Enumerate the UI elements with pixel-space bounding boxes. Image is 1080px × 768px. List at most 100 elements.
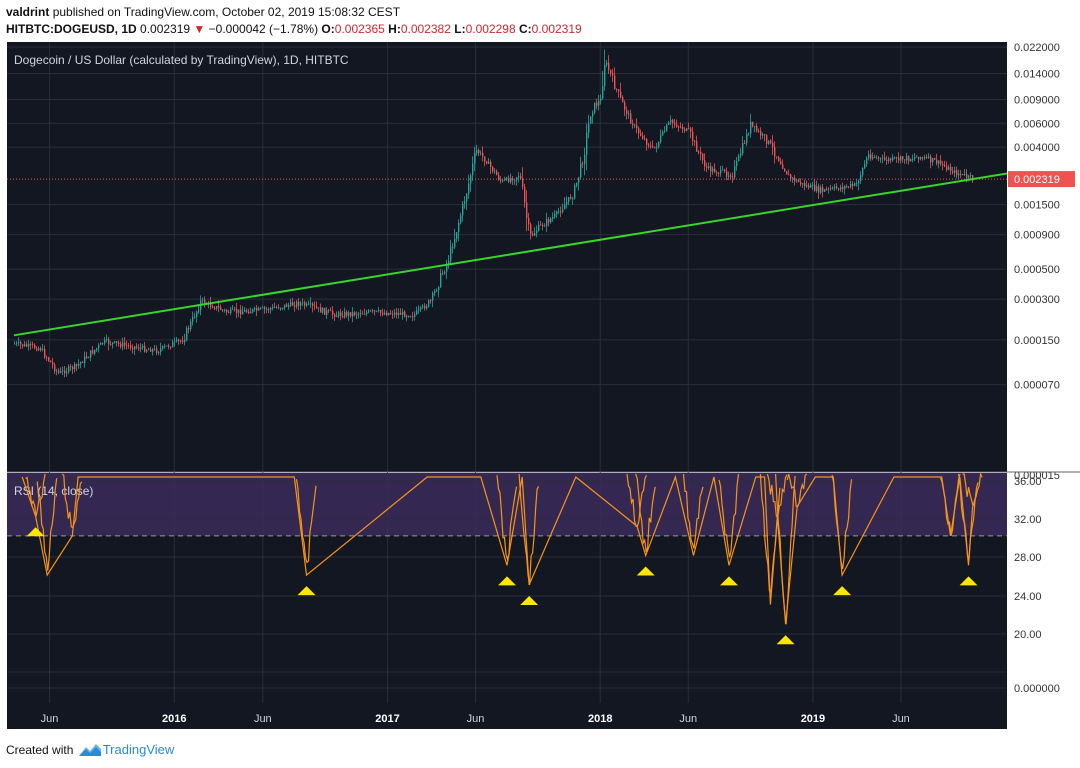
time-tick-label: 2017	[375, 713, 399, 725]
candle-body	[955, 170, 958, 176]
candle-body	[225, 309, 228, 313]
candle-body	[815, 186, 818, 192]
last-price: 0.002319	[140, 22, 191, 36]
time-tick-label: 2018	[588, 713, 612, 725]
price-tick-label: 0.000070	[1014, 380, 1060, 392]
candle-body	[535, 230, 538, 234]
candle-body	[53, 364, 56, 372]
candle-body	[411, 316, 414, 318]
candle-body	[361, 313, 364, 315]
candle-body	[463, 201, 466, 204]
candle-body	[51, 362, 54, 365]
candle-body	[355, 314, 358, 316]
time-tick-label: Jun	[467, 713, 485, 725]
rsi-spike	[635, 473, 656, 553]
author-name[interactable]: valdrint	[6, 5, 50, 19]
candle-body	[187, 328, 190, 329]
high-value: 0.002382	[400, 22, 451, 36]
candle-body	[305, 303, 308, 306]
candle-body	[797, 180, 800, 183]
price-tick-label: 0.000150	[1014, 335, 1060, 347]
candle-body	[359, 313, 362, 315]
candle-body	[847, 186, 850, 188]
candle-body	[369, 310, 372, 312]
candle-body	[481, 152, 484, 157]
candle-body	[839, 187, 842, 190]
candle-body	[771, 142, 774, 148]
rsi-spike	[36, 478, 58, 571]
candle-body	[669, 119, 672, 123]
candle-body	[453, 238, 456, 248]
candle-body	[867, 154, 870, 159]
candle-body	[301, 302, 304, 304]
candle-body	[485, 161, 488, 164]
candle-body	[527, 218, 530, 225]
candle-body	[345, 311, 348, 316]
candle-body	[681, 126, 684, 130]
candle-body	[601, 86, 604, 99]
candle-body	[679, 126, 682, 128]
candle-body	[953, 170, 956, 173]
candle-body	[429, 300, 432, 302]
price-pane[interactable]	[7, 42, 1007, 472]
candle-body	[389, 313, 392, 314]
published-text: published on TradingView.com, October 02…	[52, 5, 401, 19]
candle-body	[691, 131, 694, 142]
candle-body	[445, 263, 448, 272]
candle-body	[643, 138, 646, 140]
candle-body	[899, 156, 902, 161]
candle-body	[267, 309, 270, 310]
price-chart[interactable]: 0.022000 0.014000 0.009000 0.006000 0.004000…	[0, 40, 1080, 732]
candle-body	[469, 175, 472, 184]
candle-body	[755, 125, 758, 131]
candle-body	[125, 345, 128, 347]
oversold-marker-icon	[26, 527, 45, 537]
candle-body	[637, 128, 640, 134]
candle-body	[941, 163, 944, 166]
candle-body	[957, 173, 960, 176]
candle-body	[459, 215, 462, 224]
candle-body	[585, 132, 588, 155]
candle-body	[689, 128, 692, 132]
candle-body	[543, 225, 546, 227]
candle-body	[251, 309, 254, 312]
candle-body	[403, 311, 406, 318]
candle-body	[727, 175, 730, 177]
candle-body	[261, 307, 264, 309]
candle-body	[553, 213, 556, 218]
candle-body	[395, 312, 398, 315]
candle-body	[577, 177, 580, 183]
candle-body	[731, 176, 734, 178]
candle-body	[921, 157, 924, 159]
candle-body	[419, 307, 422, 310]
candle-body	[25, 344, 28, 347]
rsi-tick-label: 28.00	[1014, 552, 1042, 564]
candle-body	[883, 157, 886, 160]
candle-body	[767, 140, 770, 144]
candle-body	[461, 203, 464, 216]
candle-body	[547, 219, 550, 223]
price-tick-label: 0.000500	[1014, 264, 1060, 276]
candle-body	[661, 131, 664, 136]
candle-body	[195, 311, 198, 317]
rsi-tick-label: 24.00	[1014, 591, 1042, 603]
candle-body	[57, 370, 60, 373]
time-tick-label: Jun	[892, 713, 910, 725]
candle-body	[201, 299, 204, 301]
trendline[interactable]	[13, 172, 1008, 337]
tradingview-brand[interactable]: TradingView	[102, 742, 175, 757]
candle-body	[263, 307, 266, 310]
candle-body	[495, 171, 498, 176]
oversold-marker-icon	[297, 586, 316, 596]
candle-body	[779, 161, 782, 165]
rsi-line	[21, 474, 974, 625]
candle-body	[133, 346, 136, 350]
candle-body	[723, 169, 726, 172]
candle-body	[343, 311, 346, 317]
candle-body	[321, 308, 324, 313]
candle-body	[71, 366, 74, 370]
candle-body	[363, 313, 366, 315]
price-tick-label: 0.004000	[1014, 142, 1060, 154]
candle-body	[891, 157, 894, 161]
candle-body	[905, 156, 908, 161]
